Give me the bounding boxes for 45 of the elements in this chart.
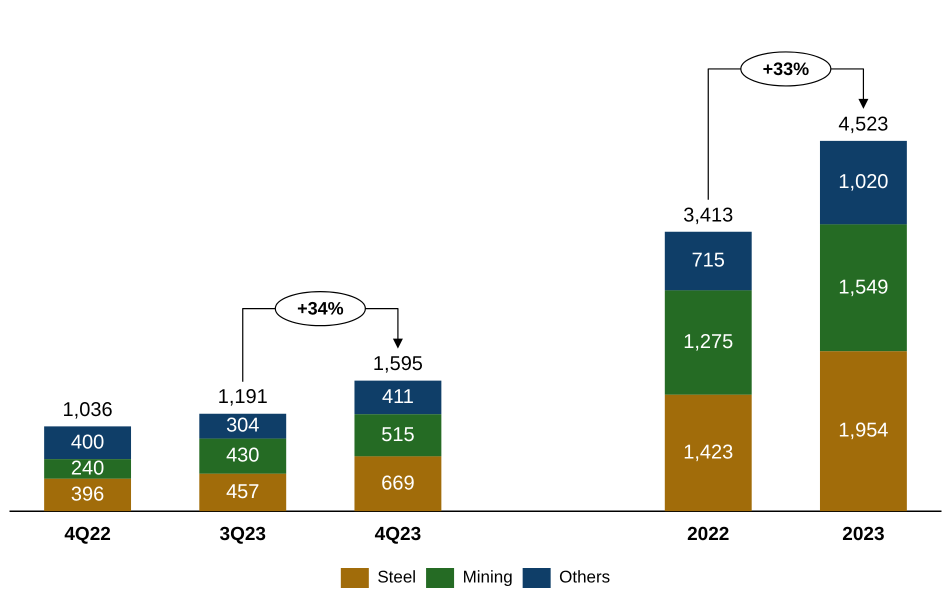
- text: +33%: [762, 58, 810, 79]
- total-label: 3,413: [683, 204, 734, 226]
- data-label: 515: [381, 424, 415, 446]
- x-tick-label: 2023: [842, 524, 885, 545]
- data-label: 669: [381, 472, 415, 494]
- data-label: 1,423: [683, 441, 734, 464]
- data-label: 457: [226, 481, 260, 504]
- bar: [44, 478, 132, 512]
- data-label: 1,275: [683, 331, 734, 354]
- bar: [354, 414, 442, 456]
- total-label: 1,595: [372, 353, 423, 376]
- bar: [664, 290, 752, 395]
- bar: [354, 380, 442, 414]
- bar: [820, 140, 907, 224]
- total-label: 1,036: [62, 398, 113, 421]
- bar: [820, 351, 907, 512]
- data-label: 304: [226, 414, 260, 437]
- bar: [44, 459, 132, 479]
- bar: [820, 224, 907, 352]
- total-label: 4,523: [838, 113, 888, 136]
- bar: [664, 232, 752, 290]
- data-label: 240: [70, 457, 104, 480]
- data-label: 1,549: [838, 276, 888, 298]
- x-tick-label: 3Q23: [220, 524, 266, 545]
- data-label: 411: [382, 386, 414, 408]
- bar: [664, 394, 752, 512]
- legend-label: Mining: [462, 568, 513, 587]
- bar: [199, 474, 286, 512]
- data-label: 715: [692, 250, 725, 272]
- bar: [199, 414, 286, 439]
- legend-label: Steel: [377, 568, 416, 587]
- bar: [44, 426, 132, 460]
- bar: [199, 438, 286, 474]
- bar: [354, 456, 442, 512]
- data-label: 1,954: [838, 420, 888, 442]
- data-label: 396: [70, 484, 104, 506]
- x-tick-label: 4Q22: [64, 524, 111, 545]
- annotation: +34%: [297, 298, 344, 319]
- x-tick-label: 2022: [687, 524, 730, 545]
- total-label: 1,191: [218, 386, 268, 408]
- legend-label: Others: [559, 568, 610, 587]
- data-label: 430: [226, 444, 260, 467]
- data-label: 1,020: [838, 171, 888, 194]
- x-tick-label: 4Q23: [374, 524, 422, 545]
- data-label: 400: [70, 431, 104, 454]
